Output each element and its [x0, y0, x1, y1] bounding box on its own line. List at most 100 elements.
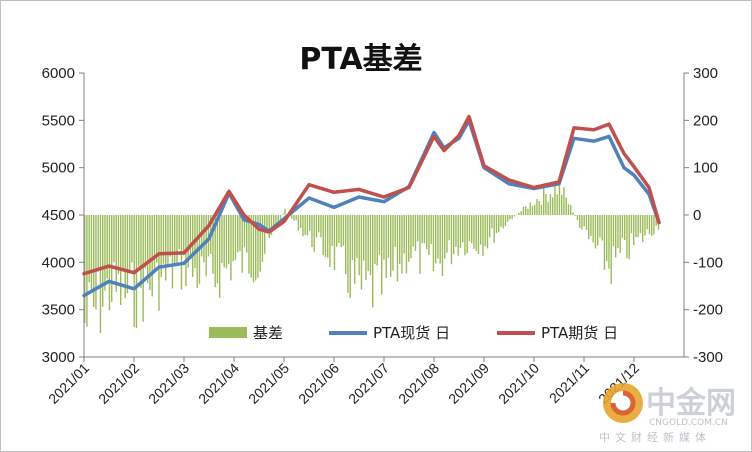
- basis-bar: [531, 206, 534, 215]
- basis-bar: [453, 215, 455, 255]
- basis-bar: [471, 215, 473, 244]
- basis-bar: [536, 199, 538, 215]
- basis-bar: [99, 215, 102, 333]
- basis-bar: [423, 215, 426, 244]
- basis-bar: [324, 215, 327, 257]
- basis-bar: [311, 215, 313, 248]
- legend-label-basis: 基差: [253, 324, 283, 342]
- right-tick-label: -200: [693, 302, 723, 319]
- basis-bar: [347, 215, 349, 294]
- basis-bar: [392, 215, 394, 271]
- x-tick-label: 2021/01: [45, 360, 92, 407]
- legend: 基差 PTA现货 日 PTA期货 日: [209, 324, 618, 342]
- basis-bar: [106, 215, 108, 279]
- basis-bar: [129, 215, 131, 272]
- basis-bar: [502, 215, 504, 229]
- basis-bar: [455, 215, 457, 247]
- basis-bar: [156, 215, 158, 263]
- left-tick-label: 3500: [42, 302, 75, 319]
- basis-bar: [565, 197, 567, 215]
- basis-bar: [655, 215, 657, 226]
- basis-bar: [597, 215, 599, 246]
- basis-bar: [450, 215, 453, 265]
- right-tick-label: -100: [693, 254, 723, 271]
- left-tick-label: 3000: [42, 349, 75, 366]
- basis-bar: [153, 215, 156, 271]
- basis-bar: [394, 215, 396, 247]
- basis-bar: [268, 215, 270, 239]
- basis-bar: [543, 187, 545, 215]
- basis-bar: [639, 215, 642, 234]
- basis-bar: [399, 215, 401, 264]
- basis-bar: [435, 215, 437, 264]
- basis-bar: [354, 215, 356, 284]
- basis-bar: [468, 215, 471, 242]
- basis-bar: [225, 215, 228, 269]
- basis-bar: [160, 215, 162, 278]
- basis-bar: [498, 215, 500, 233]
- basis-bar: [383, 215, 385, 260]
- x-tick-label: 2021/03: [145, 360, 192, 407]
- basis-bar: [291, 215, 293, 219]
- legend-label-futures: PTA期货 日: [541, 324, 618, 342]
- basis-bar: [203, 215, 205, 263]
- basis-bar: [554, 185, 556, 215]
- basis-bar: [624, 215, 626, 241]
- legend-swatch-basis: [209, 327, 247, 338]
- basis-bar: [592, 215, 594, 243]
- basis-bar: [527, 208, 529, 215]
- basis-bar: [583, 215, 585, 227]
- x-tick-label: 2021/02: [95, 360, 142, 407]
- basis-bar: [300, 215, 302, 228]
- basis-bar: [340, 215, 342, 247]
- basis-bar: [414, 215, 417, 251]
- basis-bar: [336, 215, 338, 247]
- basis-bar: [331, 215, 333, 246]
- x-tick-label: 2021/07: [345, 360, 392, 407]
- basis-bar: [115, 215, 117, 292]
- basis-bar: [320, 215, 322, 238]
- basis-bar: [322, 215, 324, 256]
- basis-bar: [117, 215, 120, 274]
- basis-bar: [513, 215, 516, 217]
- basis-bar: [351, 215, 354, 261]
- basis-bar: [304, 215, 306, 236]
- basis-bar: [279, 215, 282, 220]
- basis-bar: [356, 215, 358, 259]
- basis-bar: [144, 215, 147, 269]
- x-tick-label: 2021/08: [395, 360, 442, 407]
- basis-bar: [545, 194, 547, 215]
- basis-bar: [270, 215, 273, 235]
- basis-bar: [520, 211, 522, 215]
- basis-bar: [642, 215, 644, 243]
- basis-bar: [462, 215, 464, 243]
- basis-bar: [441, 215, 444, 277]
- basis-bar: [90, 215, 93, 292]
- basis-bar: [572, 212, 574, 215]
- right-tick-label: 300: [693, 65, 718, 82]
- basis-bar: [637, 215, 639, 238]
- basis-bar: [617, 215, 619, 249]
- watermark-tagline: 中文财经新媒体: [599, 430, 711, 444]
- basis-bar: [230, 215, 232, 281]
- basis-bar: [628, 215, 630, 260]
- basis-bar: [266, 215, 268, 234]
- basis-bar: [410, 215, 412, 259]
- basis-bar: [111, 215, 113, 302]
- basis-bar: [284, 208, 286, 215]
- basis-bar: [295, 215, 297, 221]
- basis-bar: [421, 215, 423, 244]
- basis-bar: [635, 215, 637, 237]
- basis-bar: [567, 204, 570, 215]
- basis-bar: [151, 215, 153, 297]
- basis-bar: [140, 215, 142, 289]
- basis-bar: [345, 215, 347, 275]
- right-tick-label: 0: [693, 207, 701, 224]
- basis-bar: [475, 215, 477, 251]
- basis-bar: [615, 215, 617, 258]
- basis-bar: [590, 215, 592, 237]
- left-tick-label: 5000: [42, 160, 75, 177]
- left-tick-label: 6000: [42, 65, 75, 82]
- basis-bar: [97, 215, 99, 272]
- basis-bar: [250, 215, 252, 278]
